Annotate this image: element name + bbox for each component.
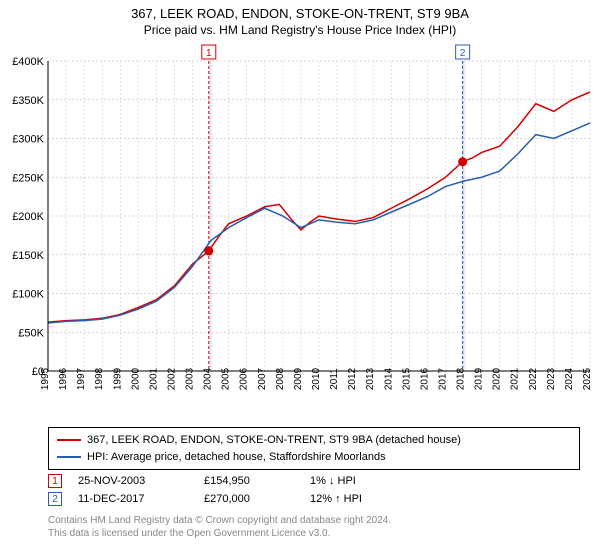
legend: 367, LEEK ROAD, ENDON, STOKE-ON-TRENT, S… xyxy=(48,427,580,470)
chart-title: 367, LEEK ROAD, ENDON, STOKE-ON-TRENT, S… xyxy=(0,0,600,21)
legend-row-property: 367, LEEK ROAD, ENDON, STOKE-ON-TRENT, S… xyxy=(57,432,571,449)
svg-text:£300K: £300K xyxy=(12,134,44,146)
footer-line-1: Contains HM Land Registry data © Crown c… xyxy=(48,514,580,527)
marker-row: 2 11-DEC-2017 £270,000 12% ↑ HPI xyxy=(48,492,580,506)
svg-text:1: 1 xyxy=(206,48,212,59)
marker-delta: 1% ↓ HPI xyxy=(310,475,356,487)
footer-line-2: This data is licensed under the Open Gov… xyxy=(48,527,580,540)
legend-swatch-hpi xyxy=(57,456,81,458)
svg-text:£200K: £200K xyxy=(12,211,44,223)
svg-text:£150K: £150K xyxy=(12,250,44,262)
footer: Contains HM Land Registry data © Crown c… xyxy=(48,514,580,540)
chart-container: 367, LEEK ROAD, ENDON, STOKE-ON-TRENT, S… xyxy=(0,0,600,560)
marker-date: 25-NOV-2003 xyxy=(78,475,188,487)
svg-text:£400K: £400K xyxy=(12,56,44,68)
chart-subtitle: Price paid vs. HM Land Registry's House … xyxy=(0,21,600,41)
marker-table: 1 25-NOV-2003 £154,950 1% ↓ HPI 2 11-DEC-2017… xyxy=(0,474,600,506)
marker-price: £154,950 xyxy=(204,475,294,487)
marker-price: £270,000 xyxy=(204,493,294,505)
legend-row-hpi: HPI: Average price, detached house, Staf… xyxy=(57,449,571,466)
marker-delta: 12% ↑ HPI xyxy=(310,493,362,505)
svg-text:2: 2 xyxy=(460,48,466,59)
chart-svg: £0£50K£100K£150K£200K£250K£300K£350K£400… xyxy=(0,41,600,421)
legend-swatch-property xyxy=(57,439,81,441)
legend-label-property: 367, LEEK ROAD, ENDON, STOKE-ON-TRENT, S… xyxy=(87,432,461,449)
marker-badge: 1 xyxy=(48,474,62,488)
marker-badge: 2 xyxy=(48,492,62,506)
marker-row: 1 25-NOV-2003 £154,950 1% ↓ HPI xyxy=(48,474,580,488)
svg-text:£350K: £350K xyxy=(12,95,44,107)
svg-text:£100K: £100K xyxy=(12,289,44,301)
marker-date: 11-DEC-2017 xyxy=(78,493,188,505)
chart-area: £0£50K£100K£150K£200K£250K£300K£350K£400… xyxy=(0,41,600,421)
svg-text:£250K: £250K xyxy=(12,172,44,184)
svg-text:£50K: £50K xyxy=(18,327,44,339)
legend-label-hpi: HPI: Average price, detached house, Staf… xyxy=(87,449,386,466)
